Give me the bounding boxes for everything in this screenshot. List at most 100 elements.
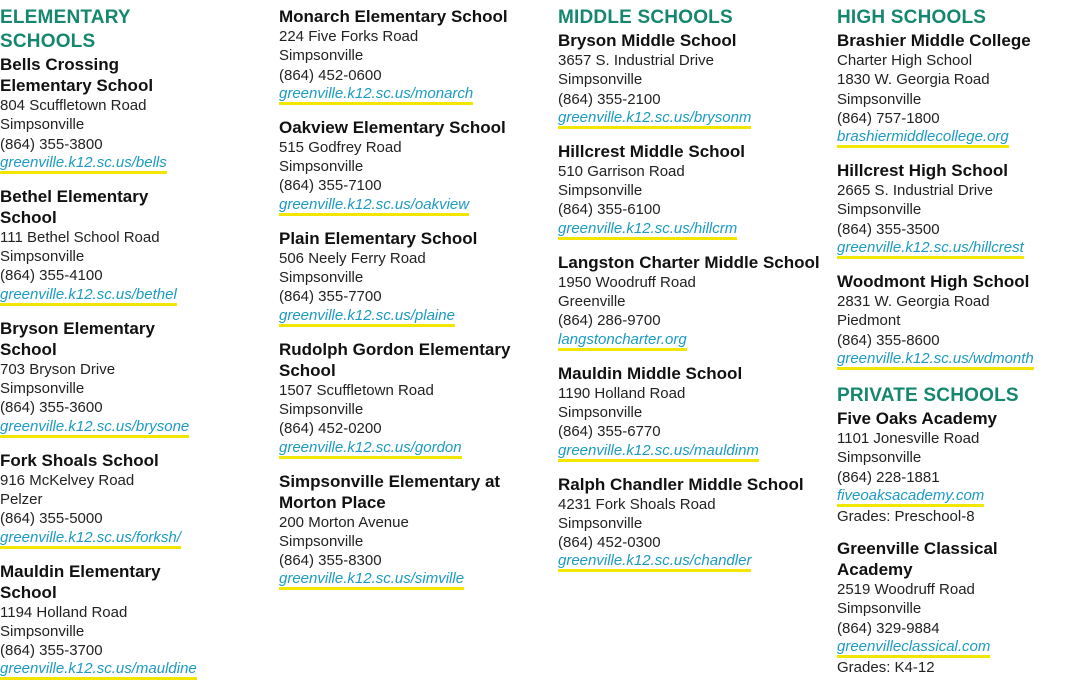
school-detail: (864) 355-7700 — [279, 288, 382, 306]
school-detail: Pelzer — [0, 490, 43, 508]
school-entry: Woodmont High School 2831 W. Georgia Road… — [837, 271, 1080, 370]
school-detail: 506 Neely Ferry Road — [279, 249, 426, 267]
school-website-link[interactable]: greenville.k12.sc.us/simville — [279, 571, 465, 591]
school-link-row: greenville.k12.sc.us/hillcrm — [558, 220, 830, 240]
school-entry: Bryson Middle School 3657 S. Industrial D… — [558, 30, 830, 129]
school-detail: (864) 757-1800 — [837, 109, 940, 127]
school-grades: Grades: Preschool-8 — [837, 507, 975, 525]
school-detail: 1830 W. Georgia Road — [837, 71, 990, 89]
school-detail: 4231 Fork Shoals Road — [558, 495, 716, 513]
school-detail: (864) 355-8300 — [279, 552, 382, 570]
school-entry: Ralph Chandler Middle School 4231 Fork Sh… — [558, 474, 830, 573]
school-name: Woodmont High School — [837, 272, 1030, 292]
school-entry: Fork Shoals School 916 McKelvey Road Pelze… — [0, 450, 272, 549]
school-detail: 1101 Jonesville Road — [837, 429, 980, 447]
school-entry: Bryson Elementary School 703 Bryson Drive… — [0, 318, 272, 438]
school-detail: Simpsonville — [279, 47, 364, 65]
school-link-row: greenvilleclassical.com — [837, 638, 1080, 659]
school-detail: 1950 Woodruff Road — [558, 273, 696, 291]
school-detail: (864) 329-9884 — [837, 619, 940, 637]
school-website-link[interactable]: greenville.k12.sc.us/brysone — [0, 418, 190, 438]
school-detail: (864) 355-3600 — [0, 399, 103, 417]
school-website-link[interactable]: fiveoaksacademy.com — [837, 487, 985, 507]
school-website-link[interactable]: greenvilleclassical.com — [837, 639, 991, 659]
school-detail: 224 Five Forks Road — [279, 28, 419, 45]
school-detail: 2665 S. Industrial Drive — [837, 182, 993, 200]
school-name: Mauldin Middle School — [558, 363, 743, 383]
school-detail: 1194 Holland Road — [0, 603, 128, 621]
school-website-link[interactable]: greenville.k12.sc.us/gordon — [279, 439, 462, 459]
school-detail: 804 Scuffletown Road — [0, 97, 147, 114]
column-elementary-1: ELEMENTARY SCHOOLS Bells Crossing Element… — [0, 6, 272, 692]
school-name: Langston Charter Middle School — [558, 252, 820, 272]
school-entry: Hillcrest High School 2665 S. Industrial … — [837, 160, 1080, 260]
section-heading: ELEMENTARY SCHOOLS — [0, 7, 131, 52]
school-detail: 3657 S. Industrial Drive — [558, 52, 714, 69]
school-detail: 2519 Woodruff Road — [837, 581, 975, 599]
school-website-link[interactable]: greenville.k12.sc.us/mauldine — [0, 661, 197, 681]
school-name: Oakview Elementary School — [279, 117, 506, 137]
school-name: Bryson Elementary School — [0, 318, 155, 359]
school-entry: Mauldin Middle School 1190 Holland Road Si… — [558, 363, 830, 462]
school-website-link[interactable]: greenville.k12.sc.us/plaine — [279, 307, 455, 327]
school-detail: Simpsonville — [558, 514, 643, 532]
school-website-link[interactable]: greenville.k12.sc.us/hillcrest — [837, 240, 1024, 260]
school-website-link[interactable]: greenville.k12.sc.us/brysonm — [558, 109, 752, 129]
school-link-row: greenville.k12.sc.us/monarch — [279, 85, 551, 105]
school-link-row: greenville.k12.sc.us/plaine — [279, 307, 551, 327]
school-detail: (864) 452-0300 — [558, 534, 661, 552]
school-website-link[interactable]: langstoncharter.org — [558, 331, 687, 351]
school-detail: (864) 355-5000 — [0, 510, 103, 528]
school-name: Ralph Chandler Middle School — [558, 474, 804, 494]
school-website-link[interactable]: greenville.k12.sc.us/forksh/ — [0, 529, 181, 549]
school-detail: Simpsonville — [0, 622, 85, 640]
section-heading: PRIVATE SCHOOLS — [837, 384, 1019, 406]
school-entry: Langston Charter Middle School 1950 Woodr… — [558, 252, 830, 351]
school-name: Plain Elementary School — [279, 228, 478, 248]
school-detail: 200 Morton Avenue — [279, 513, 409, 531]
school-name: Hillcrest High School — [837, 161, 1008, 181]
school-detail: (864) 355-7100 — [279, 177, 382, 195]
school-link-row: greenville.k12.sc.us/bethel — [0, 286, 272, 306]
school-website-link[interactable]: greenville.k12.sc.us/wdmonth — [837, 350, 1034, 370]
school-entry: Mauldin Elementary School 1194 Holland Ro… — [0, 561, 272, 681]
school-entry: Simpsonville Elementary at Morton Place 2… — [279, 471, 551, 591]
school-website-link[interactable]: greenville.k12.sc.us/oakview — [279, 196, 470, 216]
school-name: Mauldin Elementary School — [0, 561, 161, 602]
school-name: Monarch Elementary School — [279, 7, 508, 26]
school-detail: Simpsonville — [837, 90, 922, 108]
school-name: Simpsonville Elementary at Morton Place — [279, 471, 501, 512]
school-grades: Grades: K4-12 — [837, 659, 935, 677]
school-entry: Bethel Elementary School 111 Bethel Schoo… — [0, 186, 272, 306]
school-detail: Simpsonville — [558, 403, 643, 421]
school-link-row: fiveoaksacademy.com — [837, 487, 1080, 507]
school-website-link[interactable]: greenville.k12.sc.us/hillcrm — [558, 220, 738, 240]
school-website-link[interactable]: greenville.k12.sc.us/bells — [0, 154, 167, 174]
school-name: Five Oaks Academy — [837, 408, 998, 428]
school-detail: Simpsonville — [837, 600, 922, 618]
column-elementary-2: Monarch Elementary School 224 Five Forks … — [279, 6, 551, 602]
school-website-link[interactable]: greenville.k12.sc.us/chandler — [558, 553, 752, 573]
school-website-link[interactable]: greenville.k12.sc.us/bethel — [0, 286, 177, 306]
school-entry: Plain Elementary School 506 Neely Ferry R… — [279, 228, 551, 327]
school-link-row: greenville.k12.sc.us/brysone — [0, 418, 272, 438]
school-link-row: greenville.k12.sc.us/simville — [279, 570, 551, 591]
column-high-private: HIGH SCHOOLS Brashier Middle College Chart… — [837, 6, 1080, 689]
school-detail: Piedmont — [837, 312, 901, 330]
school-detail: Simpsonville — [0, 380, 85, 398]
school-name: Bells Crossing Elementary School — [0, 55, 154, 95]
school-detail: Simpsonville — [279, 158, 364, 176]
school-name: Brashier Middle College — [837, 31, 1031, 50]
school-detail: 510 Garrison Road — [558, 162, 685, 180]
school-link-row: greenville.k12.sc.us/oakview — [279, 196, 551, 216]
school-detail: Simpsonville — [558, 182, 643, 200]
school-website-link[interactable]: brashiermiddlecollege.org — [837, 129, 1009, 149]
school-website-link[interactable]: greenville.k12.sc.us/mauldinm — [558, 442, 759, 462]
column-middle: MIDDLE SCHOOLS Bryson Middle School 3657 S… — [558, 6, 830, 584]
school-website-link[interactable]: greenville.k12.sc.us/monarch — [279, 85, 474, 105]
school-link-row: greenville.k12.sc.us/brysonm — [558, 109, 830, 129]
school-detail: Simpsonville — [837, 201, 922, 219]
school-detail: 703 Bryson Drive — [0, 360, 116, 378]
school-link-row: greenville.k12.sc.us/mauldinm — [558, 442, 830, 462]
